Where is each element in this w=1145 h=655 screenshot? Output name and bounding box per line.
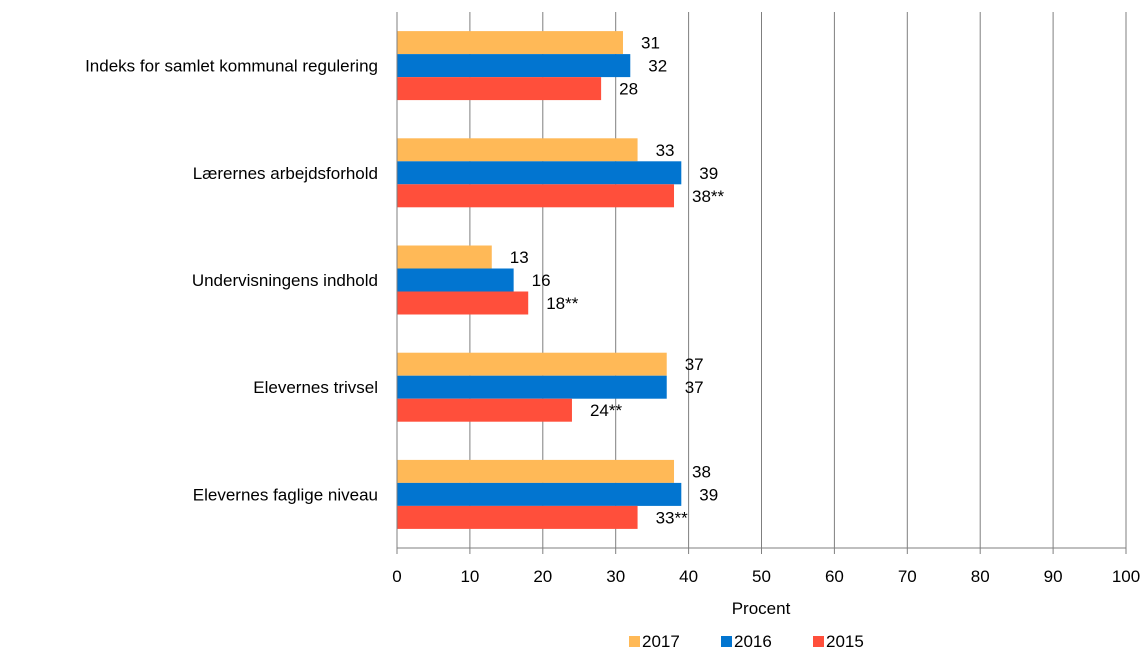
data-label: 37 [685, 378, 704, 397]
legend-swatch-2015 [813, 636, 824, 647]
bar-2016 [397, 54, 631, 78]
x-tick-label: 0 [392, 567, 401, 586]
data-label: 37 [685, 355, 704, 374]
category-label: Lærernes arbejdsforhold [193, 164, 378, 183]
gridlines [469, 12, 1127, 548]
bar-2015 [397, 505, 638, 529]
data-label: 38** [692, 187, 725, 206]
axes [396, 12, 1127, 554]
data-label: 39 [699, 485, 718, 504]
bar-2015 [397, 77, 602, 101]
bar-2016 [397, 161, 682, 185]
bar-2016 [397, 482, 682, 506]
category-label: Elevernes trivsel [253, 378, 378, 397]
tick-labels: 0 10 20 30 40 50 60 70 80 90 100 [392, 567, 1140, 586]
x-axis-title: Procent [732, 599, 791, 618]
legend: 2017 2016 2015 [629, 632, 864, 651]
category-label: Undervisningens indhold [192, 271, 378, 290]
data-label: 13 [510, 248, 529, 267]
legend-swatch-2017 [629, 636, 640, 647]
category-label: Elevernes faglige niveau [193, 485, 378, 504]
category-labels: Indeks for samlet kommunal regulering Lær… [85, 57, 378, 505]
category-label: Indeks for samlet kommunal regulering [85, 57, 378, 76]
bar-2017 [397, 245, 492, 269]
x-tick-label: 60 [825, 567, 844, 586]
data-label: 33** [656, 508, 689, 527]
x-tick-label: 50 [752, 567, 771, 586]
bar-2015 [397, 184, 675, 208]
legend-label: 2017 [642, 632, 680, 651]
data-label: 39 [699, 164, 718, 183]
x-tick-label: 100 [1112, 567, 1140, 586]
x-tick-label: 10 [460, 567, 479, 586]
x-tick-label: 40 [679, 567, 698, 586]
data-label: 38 [692, 462, 711, 481]
legend-swatch-2016 [721, 636, 732, 647]
legend-label: 2015 [826, 632, 864, 651]
bar-2017 [397, 138, 638, 162]
data-label: 33 [656, 141, 675, 160]
data-label: 28 [619, 80, 638, 99]
bar-2016 [397, 375, 667, 399]
x-tick-label: 90 [1044, 567, 1063, 586]
x-tick-label: 70 [898, 567, 917, 586]
bar-2017 [397, 459, 675, 483]
bar-2016 [397, 268, 514, 292]
bar-2017 [397, 352, 667, 376]
data-label: 18** [546, 294, 579, 313]
bar-2015 [397, 291, 529, 315]
data-label: 31 [641, 34, 660, 53]
x-tick-label: 80 [971, 567, 990, 586]
bar-2017 [397, 31, 623, 55]
bars [397, 31, 682, 529]
data-label: 16 [532, 271, 551, 290]
legend-label: 2016 [734, 632, 772, 651]
bar-2015 [397, 398, 572, 422]
data-label: 32 [648, 57, 667, 76]
x-tick-label: 20 [533, 567, 552, 586]
x-tick-label: 30 [606, 567, 625, 586]
data-label: 24** [590, 401, 623, 420]
